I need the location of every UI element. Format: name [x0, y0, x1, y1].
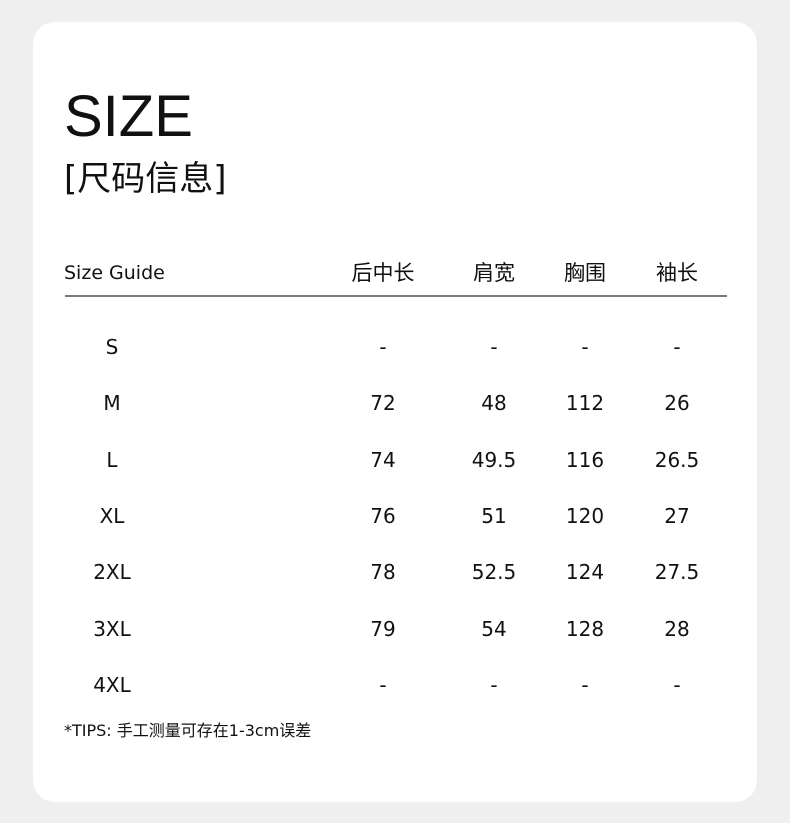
- column-header: 肩宽: [473, 261, 515, 285]
- page-subtitle: [尺码信息]: [64, 159, 227, 199]
- measurement-cell: -: [379, 335, 387, 359]
- measurement-cell: 48: [481, 391, 507, 416]
- measurement-cell: 28: [664, 616, 690, 641]
- table-row: 4XL - - - -: [0, 670, 790, 700]
- size-label: M: [103, 391, 121, 416]
- measurement-cell: 27: [664, 503, 690, 528]
- size-guide-label: Size Guide: [64, 262, 165, 284]
- measurement-cell: 124: [565, 560, 605, 585]
- size-label: XL: [99, 503, 125, 528]
- measurement-cell: 112: [565, 391, 605, 416]
- table-row: L 74 49.5 116 26.5: [0, 445, 790, 475]
- size-label: 4XL: [93, 672, 131, 697]
- column-header: 袖长: [656, 261, 698, 285]
- column-header: 后中长: [351, 261, 415, 285]
- table-row: XL 76 51 120 27: [0, 501, 790, 531]
- measurement-cell: 54: [481, 616, 507, 641]
- column-header: 胸围: [564, 261, 606, 285]
- measurement-cell: -: [379, 672, 387, 697]
- page-title: SIZE: [64, 84, 193, 149]
- measurement-cell: -: [673, 335, 681, 359]
- measurement-cell: -: [581, 335, 589, 359]
- measurement-cell: 116: [565, 447, 605, 472]
- measurement-cell: 72: [370, 391, 396, 416]
- measurement-cell: -: [490, 672, 498, 697]
- size-label: L: [106, 447, 118, 472]
- measurement-cell: 26.5: [654, 447, 700, 472]
- size-label: 3XL: [93, 616, 131, 641]
- measurement-cell: 76: [370, 503, 396, 528]
- measurement-cell: 128: [565, 616, 605, 641]
- measurement-cell: 26: [664, 391, 690, 416]
- measurement-cell: 27.5: [654, 560, 700, 585]
- measurement-cell: -: [490, 335, 498, 359]
- header-divider: [65, 295, 727, 297]
- measurement-cell: 74: [370, 447, 396, 472]
- table-row: 3XL 79 54 128 28: [0, 614, 790, 644]
- measurement-cell: 120: [565, 503, 605, 528]
- measurement-cell: 49.5: [471, 447, 517, 472]
- measurement-cell: -: [581, 672, 589, 697]
- tips-note: *TIPS: 手工测量可存在1-3cm误差: [64, 721, 312, 740]
- size-label: S: [105, 335, 119, 359]
- size-label: 2XL: [93, 560, 131, 585]
- table-row: M 72 48 112 26: [0, 388, 790, 418]
- measurement-cell: 51: [481, 503, 507, 528]
- table-row: S----: [0, 332, 790, 362]
- measurement-cell: -: [673, 672, 681, 697]
- size-card: [33, 22, 757, 802]
- measurement-cell: 78: [370, 560, 396, 585]
- table-row: 2XL 78 52.5 124 27.5: [0, 557, 790, 587]
- measurement-cell: 79: [370, 616, 396, 641]
- measurement-cell: 52.5: [471, 560, 517, 585]
